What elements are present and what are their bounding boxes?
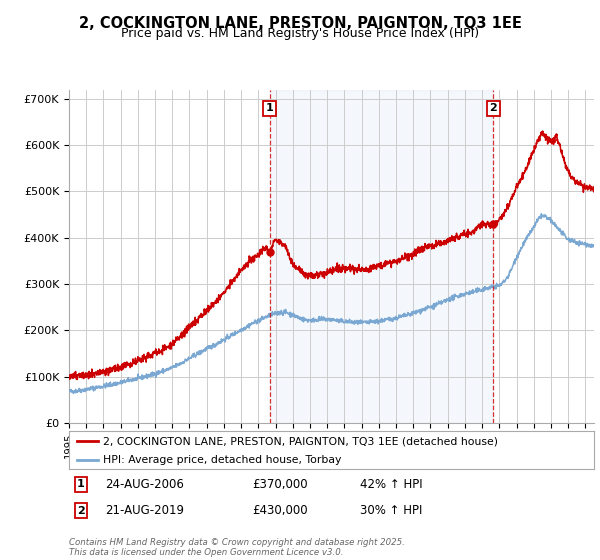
Text: 21-AUG-2019: 21-AUG-2019 <box>105 504 184 517</box>
Text: 2: 2 <box>77 506 85 516</box>
Text: 30% ↑ HPI: 30% ↑ HPI <box>360 504 422 517</box>
Text: 2, COCKINGTON LANE, PRESTON, PAIGNTON, TQ3 1EE (detached house): 2, COCKINGTON LANE, PRESTON, PAIGNTON, T… <box>103 436 498 446</box>
Bar <box>269 90 493 423</box>
Text: 24-AUG-2006: 24-AUG-2006 <box>105 478 184 491</box>
Text: 1: 1 <box>266 104 274 114</box>
Text: 42% ↑ HPI: 42% ↑ HPI <box>360 478 422 491</box>
Text: 2, COCKINGTON LANE, PRESTON, PAIGNTON, TQ3 1EE: 2, COCKINGTON LANE, PRESTON, PAIGNTON, T… <box>79 16 521 31</box>
Text: Contains HM Land Registry data © Crown copyright and database right 2025.
This d: Contains HM Land Registry data © Crown c… <box>69 538 405 557</box>
Text: Price paid vs. HM Land Registry's House Price Index (HPI): Price paid vs. HM Land Registry's House … <box>121 27 479 40</box>
Text: 2: 2 <box>490 104 497 114</box>
Text: £430,000: £430,000 <box>252 504 308 517</box>
Text: £370,000: £370,000 <box>252 478 308 491</box>
Text: 1: 1 <box>77 479 85 489</box>
Text: HPI: Average price, detached house, Torbay: HPI: Average price, detached house, Torb… <box>103 455 341 465</box>
